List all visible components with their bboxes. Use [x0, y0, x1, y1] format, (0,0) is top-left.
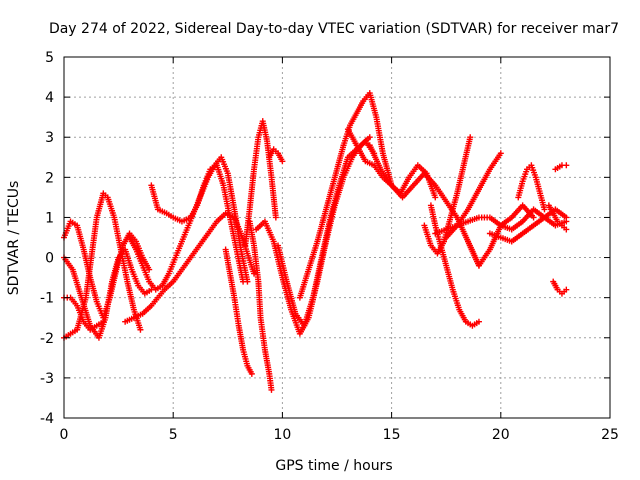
series-track-23: [515, 162, 548, 213]
data-point: [248, 370, 255, 377]
y-tick-label: -4: [40, 411, 54, 427]
data-point: [530, 214, 537, 221]
series-track-20: [465, 202, 537, 269]
data-point: [432, 194, 439, 201]
data-point: [497, 150, 504, 157]
series-track-24: [545, 202, 570, 233]
data-point: [366, 134, 373, 141]
x-tick-label: 15: [383, 427, 401, 443]
axis-ticks: 0 5 10 15 20 25 -4 -3 -2 -1 0 1 2 3 4 5: [40, 50, 619, 443]
y-tick-label: 0: [45, 251, 54, 267]
series-track-3: [61, 246, 155, 341]
data-point: [475, 318, 482, 325]
series-track-22: [486, 206, 570, 245]
series-track-8: [222, 246, 255, 377]
series-track-16: [366, 142, 482, 269]
chart-title: Day 274 of 2022, Sidereal Day-to-day VTE…: [49, 21, 619, 37]
data-point: [563, 214, 570, 221]
y-tick-label: 1: [45, 210, 54, 226]
x-tick-label: 5: [169, 427, 178, 443]
x-axis-label: GPS time / hours: [275, 458, 392, 474]
data-point: [541, 206, 548, 213]
plot-frame: [63, 56, 611, 419]
y-tick-label: 5: [45, 50, 54, 66]
data-point: [100, 318, 107, 325]
series-track-7: [126, 154, 251, 293]
data-point: [251, 270, 258, 277]
y-tick-label: 4: [45, 90, 54, 106]
data-point: [279, 158, 286, 165]
data-point: [467, 134, 474, 141]
y-tick-label: -2: [40, 331, 54, 347]
data-point: [563, 226, 570, 233]
y-tick-label: -3: [40, 371, 54, 387]
x-tick-label: 25: [601, 427, 619, 443]
y-axis-label: SDTVAR / TECUs: [6, 181, 22, 296]
series-track-11: [266, 146, 286, 165]
data-point: [563, 162, 570, 169]
series-track-19: [443, 150, 504, 241]
x-tick-label: 20: [492, 427, 510, 443]
series-track-13: [275, 138, 378, 329]
series-track-26: [550, 278, 570, 297]
series-track-25: [552, 162, 570, 173]
y-tick-label: -1: [40, 291, 54, 307]
data-point: [244, 278, 251, 285]
x-tick-label: 0: [60, 427, 69, 443]
series-track-10: [246, 218, 275, 393]
data-points: [61, 90, 570, 393]
x-tick-label: 10: [273, 427, 291, 443]
data-point: [563, 286, 570, 293]
y-tick-label: 3: [45, 130, 54, 146]
data-point: [137, 326, 144, 333]
series-track-17: [427, 202, 482, 329]
data-point: [272, 214, 279, 221]
data-point: [268, 386, 275, 393]
y-tick-label: 2: [45, 170, 54, 186]
